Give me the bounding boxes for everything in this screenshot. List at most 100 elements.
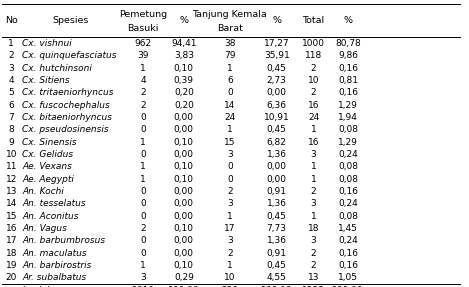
Text: 10: 10 [224, 274, 235, 282]
Text: 1,36: 1,36 [267, 236, 287, 245]
Text: 3: 3 [8, 64, 14, 73]
Text: 0,45: 0,45 [267, 125, 287, 134]
Text: 9: 9 [8, 138, 14, 147]
Text: Barat: Barat [217, 24, 243, 32]
Text: 1238: 1238 [302, 286, 325, 287]
Text: 1: 1 [310, 212, 317, 221]
Text: 1: 1 [227, 212, 233, 221]
Text: 10: 10 [308, 76, 319, 85]
Text: 39: 39 [137, 51, 149, 60]
Text: 3: 3 [140, 274, 146, 282]
Text: 0,10: 0,10 [174, 175, 194, 184]
Text: 11: 11 [6, 162, 17, 171]
Text: 6: 6 [227, 76, 233, 85]
Text: 1,36: 1,36 [267, 199, 287, 208]
Text: An. barbumbrosus: An. barbumbrosus [22, 236, 105, 245]
Text: Ar. subalbatus: Ar. subalbatus [22, 274, 86, 282]
Text: 100,00: 100,00 [332, 286, 364, 287]
Text: 0,08: 0,08 [338, 162, 358, 171]
Text: 0,08: 0,08 [338, 125, 358, 134]
Text: 0,24: 0,24 [338, 236, 358, 245]
Text: 0,16: 0,16 [338, 64, 358, 73]
Text: Tanjung Kemala: Tanjung Kemala [192, 10, 267, 19]
Text: 7,73: 7,73 [267, 224, 287, 233]
Text: 0,10: 0,10 [174, 224, 194, 233]
Text: 1000: 1000 [302, 39, 325, 48]
Text: 2,73: 2,73 [267, 76, 287, 85]
Text: 94,41: 94,41 [171, 39, 197, 48]
Text: Cx. pseudosinensis: Cx. pseudosinensis [22, 125, 109, 134]
Text: 0: 0 [140, 199, 146, 208]
Text: 1,05: 1,05 [338, 274, 358, 282]
Text: 0: 0 [140, 187, 146, 196]
Text: An. Kochi: An. Kochi [22, 187, 64, 196]
Text: 1,45: 1,45 [338, 224, 358, 233]
Text: Ae. Vexans: Ae. Vexans [22, 162, 72, 171]
Text: 0: 0 [227, 88, 233, 97]
Text: 80,78: 80,78 [335, 39, 361, 48]
Text: 3: 3 [227, 199, 233, 208]
Text: Cx. bitaeniorhyncus: Cx. bitaeniorhyncus [22, 113, 112, 122]
Text: 13: 13 [6, 187, 17, 196]
Text: No: No [5, 16, 18, 25]
Text: 0,00: 0,00 [267, 162, 287, 171]
Text: 0,45: 0,45 [267, 261, 287, 270]
Text: %: % [179, 16, 189, 25]
Text: An. Aconitus: An. Aconitus [22, 212, 78, 221]
Text: 2: 2 [141, 101, 146, 110]
Text: 18: 18 [6, 249, 17, 258]
Text: 0: 0 [140, 125, 146, 134]
Text: 3: 3 [310, 150, 317, 159]
Text: 1: 1 [140, 64, 146, 73]
Text: An. Vagus: An. Vagus [22, 224, 67, 233]
Text: 14: 14 [224, 101, 235, 110]
Text: 4,55: 4,55 [267, 274, 287, 282]
Text: 220: 220 [221, 286, 238, 287]
Text: 6,82: 6,82 [267, 138, 287, 147]
Text: 0,16: 0,16 [338, 187, 358, 196]
Text: 1: 1 [8, 39, 14, 48]
Text: 0: 0 [140, 150, 146, 159]
Text: 24: 24 [308, 113, 319, 122]
Text: Cx. Sinensis: Cx. Sinensis [22, 138, 76, 147]
Text: Total: Total [303, 16, 325, 25]
Text: 16: 16 [308, 138, 319, 147]
Text: Cx. vishnui: Cx. vishnui [22, 39, 72, 48]
Text: Jumlah: Jumlah [22, 286, 53, 287]
Text: 0,00: 0,00 [174, 212, 194, 221]
Text: 15: 15 [6, 212, 17, 221]
Text: %: % [343, 16, 353, 25]
Text: 1,29: 1,29 [338, 101, 358, 110]
Text: 0,10: 0,10 [174, 64, 194, 73]
Text: Cx. quinquefasciatus: Cx. quinquefasciatus [22, 51, 116, 60]
Text: 16: 16 [308, 101, 319, 110]
Text: 3,83: 3,83 [174, 51, 194, 60]
Text: Cx. Sitiens: Cx. Sitiens [22, 76, 70, 85]
Text: 2: 2 [8, 51, 14, 60]
Text: 1: 1 [140, 261, 146, 270]
Text: 0,29: 0,29 [174, 274, 194, 282]
Text: 0,10: 0,10 [174, 162, 194, 171]
Text: 100,00: 100,00 [261, 286, 293, 287]
Text: 0: 0 [140, 212, 146, 221]
Text: Cx. Gelidus: Cx. Gelidus [22, 150, 73, 159]
Text: 118: 118 [305, 51, 322, 60]
Text: Spesies: Spesies [53, 16, 89, 25]
Text: An. maculatus: An. maculatus [22, 249, 87, 258]
Text: 1: 1 [140, 138, 146, 147]
Text: 0: 0 [140, 113, 146, 122]
Text: 38: 38 [224, 39, 235, 48]
Text: 10,91: 10,91 [264, 113, 289, 122]
Text: 6: 6 [8, 101, 14, 110]
Text: 2: 2 [227, 187, 233, 196]
Text: 3: 3 [310, 236, 317, 245]
Text: 1: 1 [140, 175, 146, 184]
Text: 1: 1 [140, 162, 146, 171]
Text: An. tesselatus: An. tesselatus [22, 199, 86, 208]
Text: 1: 1 [310, 162, 317, 171]
Text: 3: 3 [227, 236, 233, 245]
Text: 0,91: 0,91 [267, 187, 287, 196]
Text: 35,91: 35,91 [264, 51, 289, 60]
Text: 6,36: 6,36 [267, 101, 287, 110]
Text: 13: 13 [308, 274, 319, 282]
